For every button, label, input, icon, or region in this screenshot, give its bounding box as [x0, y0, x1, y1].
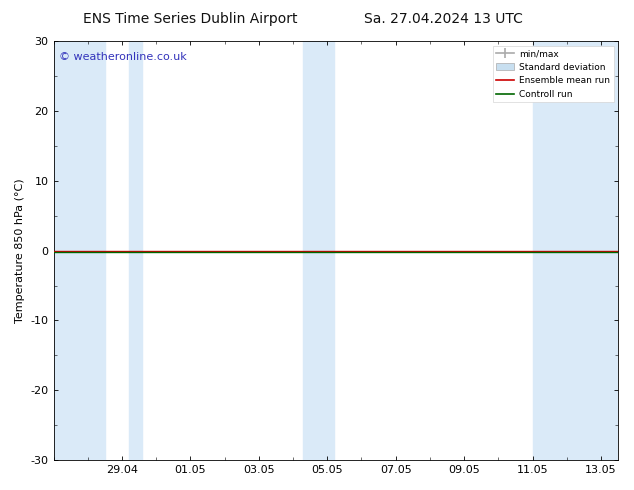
Bar: [533, 41, 618, 460]
Legend: min/max, Standard deviation, Ensemble mean run, Controll run: min/max, Standard deviation, Ensemble me…: [493, 46, 614, 102]
Bar: [303, 41, 334, 460]
Y-axis label: Temperature 850 hPa (°C): Temperature 850 hPa (°C): [15, 178, 25, 323]
Text: © weatheronline.co.uk: © weatheronline.co.uk: [59, 51, 187, 62]
Bar: [53, 41, 105, 460]
Bar: [129, 41, 143, 460]
Text: ENS Time Series Dublin Airport: ENS Time Series Dublin Airport: [83, 12, 297, 26]
Text: Sa. 27.04.2024 13 UTC: Sa. 27.04.2024 13 UTC: [365, 12, 523, 26]
